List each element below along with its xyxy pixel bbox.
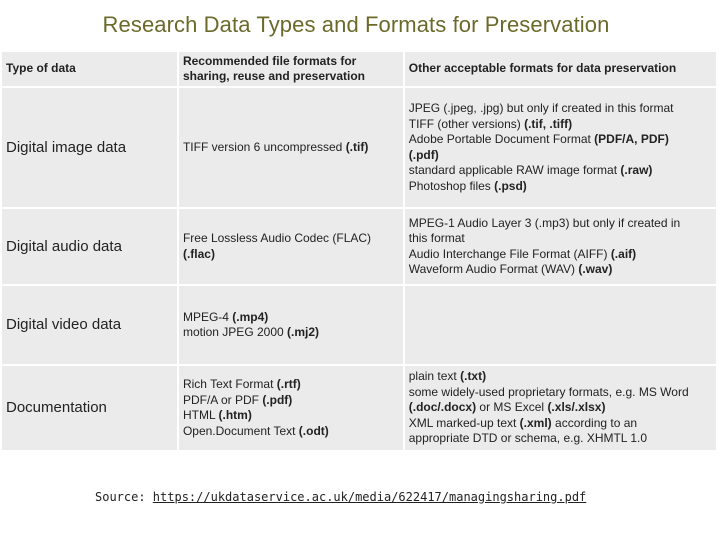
source-link[interactable]: https://ukdataservice.ac.uk/media/622417… — [152, 490, 587, 504]
cell-line: appropriate DTD or schema, e.g. XHMTL 1.… — [409, 431, 712, 447]
cell-line: Audio Interchange File Format (AIFF) (.a… — [409, 247, 712, 263]
format-text: Free Lossless Audio Codec (FLAC) — [182, 231, 372, 245]
header-other-formats: Other acceptable formats for data preser… — [404, 52, 718, 88]
table-row: Digital video data MPEG-4 (.mp4) motion J… — [2, 286, 718, 366]
format-extension: (PDF/A, PDF) — [594, 132, 669, 146]
cell-line: MPEG-4 (.mp4) — [183, 310, 399, 326]
format-extension: (.xml) — [519, 415, 552, 430]
format-extension: (.tif) — [345, 139, 369, 154]
format-text: JPEG (.jpeg, .jpg) but only if created i… — [408, 101, 674, 115]
format-text: standard applicable RAW image format — [408, 163, 621, 177]
page-title: Research Data Types and Formats for Pres… — [102, 12, 610, 37]
format-extension: (.odt) — [298, 423, 329, 438]
format-text: some widely-used proprietary formats, e.… — [408, 384, 689, 399]
other-cell: MPEG-1 Audio Layer 3 (.mp3) but only if … — [404, 209, 718, 286]
table-header-row: Type of data Recommended file formats fo… — [2, 52, 718, 88]
table-row: Digital audio data Free Lossless Audio C… — [2, 209, 718, 286]
format-text: MPEG-4 — [182, 309, 233, 324]
cell-line: TIFF (other versions) (.tif, .tiff) — [409, 117, 712, 133]
format-extension: (.aif) — [610, 246, 637, 261]
cell-line: TIFF version 6 uncompressed (.tif) — [183, 140, 399, 156]
cell-line: (.pdf) — [409, 148, 712, 164]
cell-line: PDF/A or PDF (.pdf) — [183, 393, 399, 409]
other-cell — [404, 286, 718, 366]
cell-line: standard applicable RAW image format (.r… — [409, 163, 712, 179]
format-extension: (.mj2) — [287, 325, 320, 339]
format-extension: (.txt) — [460, 369, 487, 384]
format-text: or MS Excel — [476, 400, 548, 415]
cell-line: Photoshop files (.psd) — [409, 179, 712, 195]
format-text: motion JPEG 2000 — [182, 325, 288, 339]
recommended-cell: TIFF version 6 uncompressed (.tif) — [178, 88, 405, 209]
format-extension: (.pdf) — [262, 392, 293, 407]
format-text: Audio Interchange File Format (AIFF) — [408, 246, 611, 261]
recommended-cell: Rich Text Format (.rtf) PDF/A or PDF (.pd… — [178, 366, 405, 452]
format-text: PDF/A or PDF — [182, 392, 263, 407]
source-citation: Source: https://ukdataservice.ac.uk/medi… — [95, 490, 586, 504]
recommended-cell: Free Lossless Audio Codec (FLAC) (.flac) — [178, 209, 405, 286]
format-extension: (.flac) — [182, 246, 215, 261]
format-text: HTML — [182, 408, 219, 422]
format-text: XML marked-up text — [408, 415, 520, 430]
cell-line: motion JPEG 2000 (.mj2) — [183, 325, 399, 341]
cell-line: XML marked-up text (.xml) according to a… — [409, 416, 712, 432]
format-extension: (.htm) — [218, 408, 252, 422]
format-extension: (.raw) — [620, 163, 653, 177]
format-text: this format — [408, 231, 465, 245]
cell-line: JPEG (.jpeg, .jpg) but only if created i… — [409, 101, 712, 117]
other-cell: JPEG (.jpeg, .jpg) but only if created i… — [404, 88, 718, 209]
format-text: Open.Document Text — [182, 423, 299, 438]
cell-line: Waveform Audio Format (WAV) (.wav) — [409, 262, 712, 278]
format-extension: (.xls/.xlsx) — [547, 400, 606, 415]
other-cell: plain text (.txt) some widely-used propri… — [404, 366, 718, 452]
row-type-cell: Digital video data — [2, 286, 179, 366]
format-extension: (.doc/.docx) — [408, 400, 477, 415]
row-type-cell: Documentation — [2, 366, 179, 452]
recommended-cell: MPEG-4 (.mp4) motion JPEG 2000 (.mj2) — [178, 286, 405, 366]
cell-line: (.doc/.docx) or MS Excel (.xls/.xlsx) — [409, 400, 712, 416]
format-text: Photoshop files — [408, 178, 495, 193]
cell-line: Free Lossless Audio Codec (FLAC) — [183, 231, 399, 247]
row-type-cell: Digital audio data — [2, 209, 179, 286]
cell-line: Adobe Portable Document Format (PDF/A, P… — [409, 132, 712, 148]
row-type-cell: Digital image data — [2, 88, 179, 209]
format-text: TIFF (other versions) — [408, 116, 525, 131]
format-text: appropriate DTD or schema, e.g. XHMTL 1.… — [408, 431, 648, 446]
format-extension: (.pdf) — [408, 147, 439, 162]
format-extension: (.psd) — [494, 178, 527, 193]
format-text: Adobe Portable Document Format — [408, 132, 595, 146]
cell-line: Rich Text Format (.rtf) — [183, 377, 399, 393]
format-text: according to an — [551, 415, 638, 430]
cell-line: MPEG-1 Audio Layer 3 (.mp3) but only if … — [409, 216, 712, 232]
cell-line: (.flac) — [183, 247, 399, 263]
format-extension: (.mp4) — [232, 309, 269, 324]
format-extension: (.wav) — [578, 262, 613, 276]
cell-line: plain text (.txt) — [409, 369, 712, 385]
formats-table: Type of data Recommended file formats fo… — [2, 52, 718, 452]
format-text: Waveform Audio Format (WAV) — [408, 262, 579, 276]
format-text: Rich Text Format — [182, 377, 277, 391]
table-row: Documentation Rich Text Format (.rtf) PDF… — [2, 366, 718, 452]
header-type-of-data: Type of data — [2, 52, 179, 88]
format-extension: (.tif, .tiff) — [524, 116, 573, 131]
cell-line: this format — [409, 231, 712, 247]
table-row: Digital image data TIFF version 6 uncomp… — [2, 88, 718, 209]
header-recommended-formats: Recommended file formats for sharing, re… — [178, 52, 405, 88]
cell-line: some widely-used proprietary formats, e.… — [409, 385, 712, 401]
cell-line: HTML (.htm) — [183, 408, 399, 424]
format-text: TIFF version 6 uncompressed — [182, 139, 346, 154]
cell-line: Open.Document Text (.odt) — [183, 424, 399, 440]
format-text: plain text — [408, 369, 461, 384]
format-extension: (.rtf) — [276, 377, 301, 391]
format-text: MPEG-1 Audio Layer 3 (.mp3) but only if … — [408, 215, 681, 230]
source-label: Source: — [95, 490, 153, 504]
